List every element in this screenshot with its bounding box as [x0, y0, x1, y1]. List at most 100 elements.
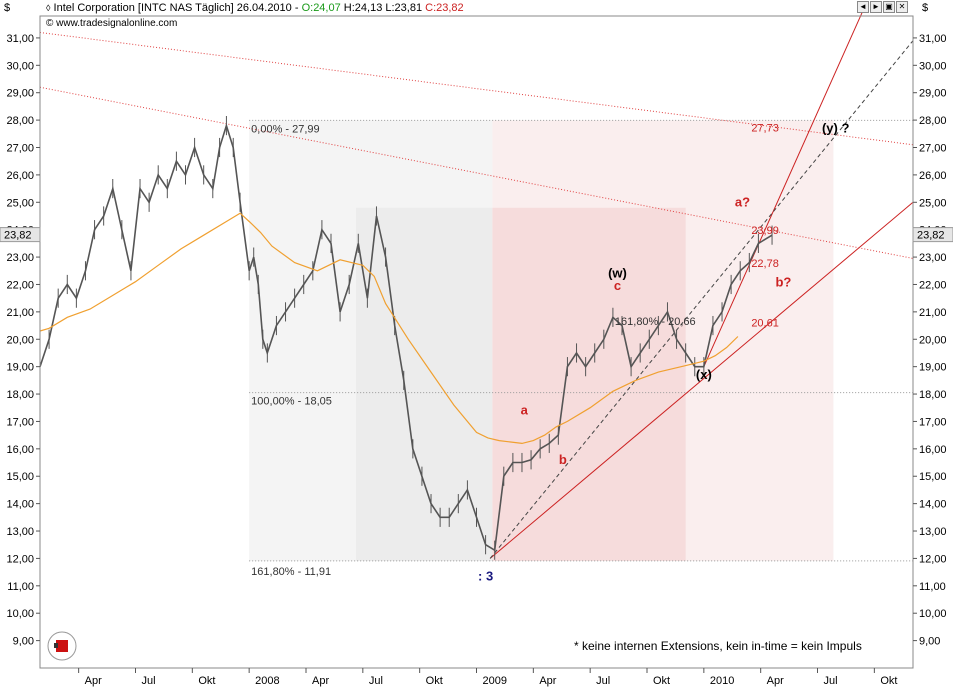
website-text: www.tradesignalonline.com: [56, 18, 178, 29]
xtick-label-7: 2009: [483, 675, 507, 687]
price-series: [39, 115, 773, 560]
instrument-name[interactable]: Intel Corporation [INTC NAS Täglich]: [53, 2, 234, 14]
xtick-label-10: Okt: [653, 675, 670, 687]
wave-label-8: (y) ?: [822, 120, 850, 135]
wave-label-5: (x): [696, 367, 712, 382]
ytick-label-right-21: 30,00: [919, 60, 947, 72]
ytick-label-right-20: 29,00: [919, 88, 947, 100]
footnote: * keine internen Extensions, kein in-tim…: [574, 639, 862, 653]
right-level-label-2: 22,78: [751, 258, 779, 270]
ytick-label-right-5: 14,00: [919, 499, 947, 511]
ytick-label-left-11: 20,00: [6, 334, 34, 346]
ytick-label-right-12: 21,00: [919, 307, 947, 319]
ytick-label-right-13: 22,00: [919, 279, 947, 291]
ytick-label-left-17: 26,00: [6, 170, 34, 182]
xtick-label-11: 2010: [710, 675, 734, 687]
ytick-label-left-22: 31,00: [6, 33, 34, 45]
bull-logo-icon: [46, 630, 78, 662]
wave-label-3: (w): [608, 266, 627, 281]
trendline-2: [489, 201, 914, 559]
ytick-label-right-6: 15,00: [919, 471, 947, 483]
ytick-label-right-19: 28,00: [919, 115, 947, 127]
close-button[interactable]: ✕: [896, 1, 908, 13]
wave-label-6: a?: [735, 194, 750, 209]
ytick-label-right-14: 23,00: [919, 252, 947, 264]
instrument-icon: ◊: [46, 3, 51, 13]
currency-left: $: [4, 2, 11, 14]
axes: 9,00 9,00 10,00 10,00 11,00 11,00 12,00 12,00 13…: [0, 15, 953, 687]
moving-average-line: [39, 212, 739, 445]
currency-right: $: [922, 2, 929, 14]
xtick-label-9: Jul: [596, 675, 610, 687]
trendline-1: [39, 86, 914, 259]
price-line: [39, 122, 773, 552]
quote-open: O:24,07: [301, 2, 341, 14]
ytick-label-left-5: 14,00: [6, 499, 34, 511]
level-label-100: 100,00% - 18,05: [251, 396, 332, 408]
ytick-label-left-14: 23,00: [6, 252, 34, 264]
xtick-label-4: Apr: [312, 675, 329, 687]
xtick-label-0: Apr: [85, 675, 102, 687]
ytick-label-left-12: 21,00: [6, 307, 34, 319]
ytick-label-left-2: 11,00: [7, 581, 34, 593]
ytick-label-right-17: 26,00: [919, 170, 947, 182]
ytick-label-left-3: 12,00: [6, 553, 34, 565]
level-label-161: 161,80% - 11,91: [251, 566, 331, 578]
xtick-label-3: 2008: [255, 675, 279, 687]
last-price-badge-left-box: [0, 227, 41, 243]
zone-3: [492, 207, 686, 561]
website-credit: © www.tradesignalonline.com: [46, 18, 177, 29]
right-level-label-1: 23,99: [751, 225, 779, 237]
last-price-badge-left: 23,82: [4, 230, 32, 242]
xtick-label-8: Apr: [539, 675, 556, 687]
quote-low: L:23,81: [385, 2, 423, 14]
xtick-label-6: Okt: [426, 675, 443, 687]
ytick-label-left-10: 19,00: [6, 362, 34, 374]
trendline-3: [703, 10, 864, 367]
ytick-label-right-9: 18,00: [919, 389, 947, 401]
wave-label-4: : 3: [478, 568, 493, 583]
ytick-label-right-3: 12,00: [919, 553, 947, 565]
ytick-label-left-6: 15,00: [6, 471, 34, 483]
ytick-label-right-22: 31,00: [919, 33, 947, 45]
xtick-label-2: Okt: [198, 675, 215, 687]
ytick-label-right-10: 19,00: [919, 362, 947, 374]
ytick-label-right-8: 17,00: [919, 416, 947, 428]
trendlines: [39, 10, 914, 559]
last-price-badge-right: 23,82: [917, 230, 945, 242]
restore-button[interactable]: ▣: [883, 1, 895, 13]
level-label-0: 0,00% - 27,99: [251, 123, 320, 135]
scroll-left-button[interactable]: ◄: [857, 1, 869, 13]
ytick-label-right-0: 9,00: [919, 636, 940, 648]
ytick-label-left-7: 16,00: [6, 444, 34, 456]
ytick-label-left-8: 17,00: [6, 416, 34, 428]
wave-label-0: a: [521, 403, 529, 418]
ytick-label-right-1: 10,00: [919, 608, 947, 620]
xtick-label-14: Okt: [880, 675, 897, 687]
ytick-label-left-9: 18,00: [6, 389, 34, 401]
ytick-label-left-20: 29,00: [6, 88, 34, 100]
quote-date: 26.04.2010: [236, 2, 292, 14]
ytick-label-right-16: 25,00: [919, 197, 947, 209]
wave-label-1: b: [559, 452, 567, 467]
ytick-label-left-13: 22,00: [6, 279, 34, 291]
right-level-label-3: 20,61: [751, 318, 779, 330]
wave-label-2: c: [614, 278, 621, 293]
last-price-badge-right-box: [912, 227, 953, 243]
wave-label-7: b?: [775, 275, 791, 290]
quote-high: H:24,13: [343, 2, 383, 14]
ytick-label-left-18: 27,00: [6, 142, 34, 154]
chart-title-bar: ◊ Intel Corporation [INTC NAS Täglich] 2…: [46, 2, 464, 14]
zone-1: [356, 207, 493, 561]
ytick-label-left-16: 25,00: [6, 197, 34, 209]
scroll-right-button[interactable]: ►: [870, 1, 882, 13]
xtick-label-12: Apr: [767, 675, 784, 687]
ytick-label-left-1: 10,00: [6, 608, 34, 620]
wave-labels: a b c(w) : 3 (x) a? b? (y) ?: [478, 120, 849, 583]
ytick-label-left-19: 28,00: [6, 115, 34, 127]
ytick-label-left-21: 30,00: [6, 60, 34, 72]
right-level-label-0: 27,73: [751, 122, 779, 134]
xtick-label-1: Jul: [141, 675, 155, 687]
ytick-label-right-18: 27,00: [919, 142, 947, 154]
